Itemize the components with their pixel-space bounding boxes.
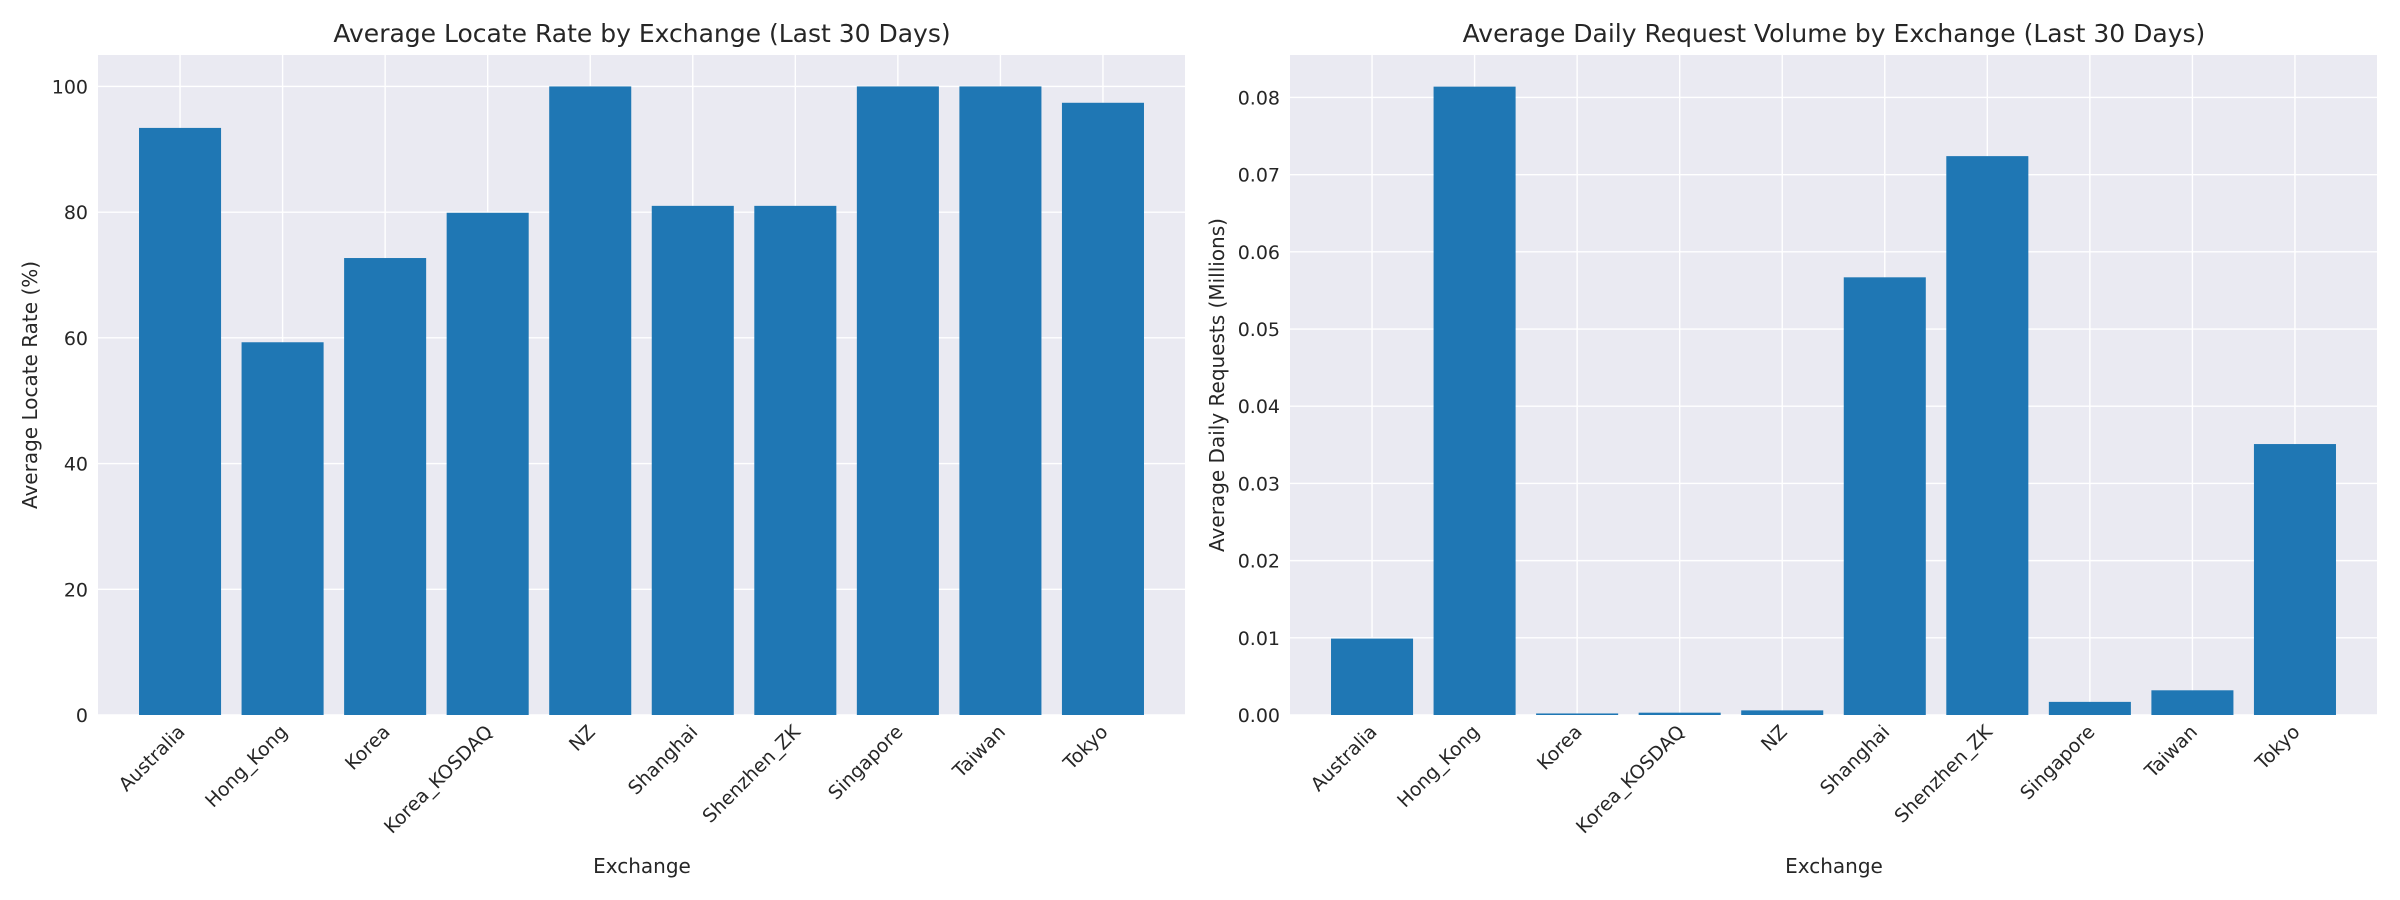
x-axis-label: Exchange: [1785, 854, 1883, 878]
x-tick-label: Korea_KOSDAQ: [1572, 721, 1689, 838]
x-tick-label: Hong_Kong: [201, 721, 292, 812]
y-tick-label: 0.06: [1238, 242, 1280, 264]
bar-shanghai: [651, 205, 734, 715]
y-tick-label: 0.01: [1238, 628, 1280, 650]
y-tick-label: 0.04: [1238, 396, 1280, 418]
x-tick-label: Shenzhen_ZK: [1890, 721, 1997, 828]
x-tick-label: Australia: [115, 721, 190, 796]
bar-taiwan: [959, 86, 1042, 715]
x-tick-label: Shanghai: [1816, 721, 1894, 799]
bar-korea: [1536, 713, 1619, 715]
chart-title: Average Daily Request Volume by Exchange…: [1463, 19, 2206, 48]
x-tick-label: Shenzhen_ZK: [698, 721, 805, 828]
y-tick-label: 40: [64, 454, 88, 476]
bar-shanghai: [1843, 277, 1926, 715]
bar-singapore: [856, 86, 939, 715]
x-tick-label: Singapore: [824, 721, 907, 804]
y-tick-label: 0.00: [1238, 705, 1280, 727]
x-tick-label: Australia: [1307, 721, 1382, 796]
x-tick-label: Shanghai: [624, 721, 702, 799]
y-tick-label: 100: [52, 76, 88, 98]
y-tick-label: 0.07: [1238, 165, 1280, 187]
y-tick-label: 80: [64, 202, 88, 224]
chart-locate-rate: 0 20 40 60 80 100 Australia Hong_Kong KoreaKorea…: [18, 19, 1185, 878]
bar-shenzhen-zk: [754, 205, 837, 715]
x-tick-label: Singapore: [2016, 721, 2099, 804]
bar-shenzhen-zk: [1946, 156, 2029, 715]
bar-nz: [1741, 710, 1824, 715]
x-tick-label: Korea: [1533, 721, 1587, 775]
y-tick-label: 0.05: [1238, 319, 1280, 341]
bar-taiwan: [2151, 690, 2234, 715]
bar-singapore: [2048, 701, 2131, 715]
x-axis-label: Exchange: [593, 854, 691, 878]
bar-korea-kosdaq: [1638, 712, 1721, 715]
y-tick-label: 0.08: [1238, 87, 1280, 109]
bar-australia: [139, 127, 222, 715]
x-tick-label: NZ: [565, 721, 600, 756]
x-tick-label: Taiwan: [2140, 721, 2202, 783]
bar-australia: [1331, 638, 1414, 715]
y-axis-label: Average Daily Requests (Millions): [1205, 218, 1229, 552]
bar-korea: [344, 258, 427, 715]
bar-tokyo: [1061, 102, 1144, 716]
bar-korea-kosdaq: [446, 212, 529, 715]
y-tick-label: 0.02: [1238, 551, 1280, 573]
y-tick-label: 60: [64, 328, 88, 350]
x-tick-label: Korea: [341, 721, 395, 775]
y-tick-label: 20: [64, 579, 88, 601]
x-tick-label: Tokyo: [1059, 721, 1113, 775]
bar-hong-kong: [1433, 86, 1516, 716]
y-tick-label: 0: [76, 705, 88, 727]
y-axis-label: Average Locate Rate (%): [18, 261, 42, 509]
chart-title: Average Locate Rate by Exchange (Last 30…: [333, 19, 950, 48]
bar-nz: [549, 86, 632, 715]
x-tick-label: Tokyo: [2251, 721, 2305, 775]
x-tick-label: Taiwan: [948, 721, 1010, 783]
bar-tokyo: [2253, 444, 2336, 715]
bar-hong-kong: [241, 342, 324, 715]
y-tick-label: 0.03: [1238, 473, 1280, 495]
x-tick-label: NZ: [1757, 721, 1792, 756]
x-tick-label: Hong_Kong: [1393, 721, 1484, 812]
chart-request-volume: 0.00 0.01 0.02 0.03 0.04 0.05 0.06 0.07 0.08 Aust…: [1205, 19, 2377, 878]
x-tick-label: Korea_KOSDAQ: [380, 721, 497, 838]
